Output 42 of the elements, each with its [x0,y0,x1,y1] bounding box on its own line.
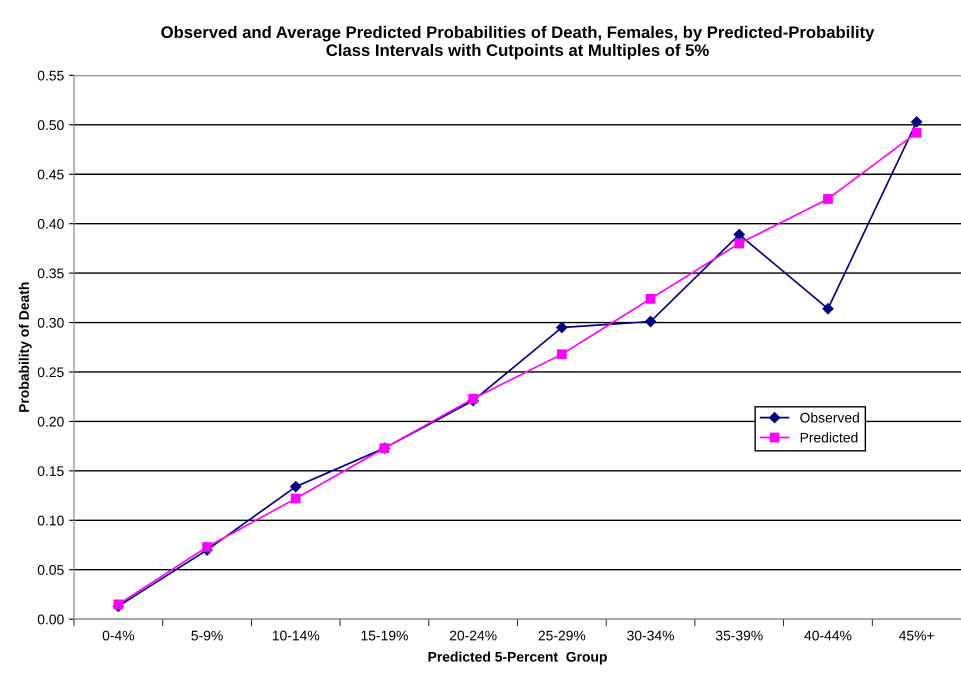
point [823,194,833,204]
point [822,303,834,314]
y-tick-label: 0.05 [38,565,64,575]
x-tick-label: 40-44% [804,630,852,640]
point [290,494,301,504]
x-tick-label: 20-24% [450,630,497,640]
y-tick-label: 0.50 [38,120,64,130]
point [556,349,567,360]
point [912,128,922,138]
x-axis-title: Predicted 5-Percent Group [428,652,607,664]
x-tick-label: 35-39% [716,630,763,640]
y-tick-label: 0.30 [38,318,64,328]
point [644,316,656,328]
y-tick-label: 0.25 [38,367,64,378]
y-tick-label: 0.15 [38,466,64,476]
y-tick-label: 0.20 [38,416,64,427]
y-tick-label: 0.45 [38,170,64,180]
y-tick-label: 0.40 [38,219,64,229]
point [734,238,744,248]
legend-label: Predicted [800,432,858,443]
point [468,394,478,404]
point [202,542,212,552]
point [556,322,568,334]
y-tick-label: 0.10 [38,516,64,526]
legend-label: Observed [800,412,859,423]
x-tick-label: 25-29% [538,630,586,640]
y-tick-label: 0.35 [38,268,64,278]
point [113,599,124,610]
point [290,481,302,492]
chart-title: Observed and Average Predicted Probabilities of Death, Females, by Predicted-Probability Class Intervals with Cutpoints at Multiples of 5% [161,26,874,60]
point [734,228,745,240]
x-tick-label: 5-9% [191,630,223,640]
y-axis-title: Probability of Death [18,282,32,412]
point [911,116,922,128]
point [646,294,656,304]
x-tick-label: 10-14% [272,630,320,640]
x-tick-label: 15-19% [362,630,408,640]
x-tick-label: 45%+ [899,630,934,640]
x-tick-label: 0-4% [102,630,134,640]
y-tick-label: 0.55 [38,70,64,81]
x-tick-label: 30-34% [627,630,674,640]
y-tick-label: 0.00 [38,614,64,624]
